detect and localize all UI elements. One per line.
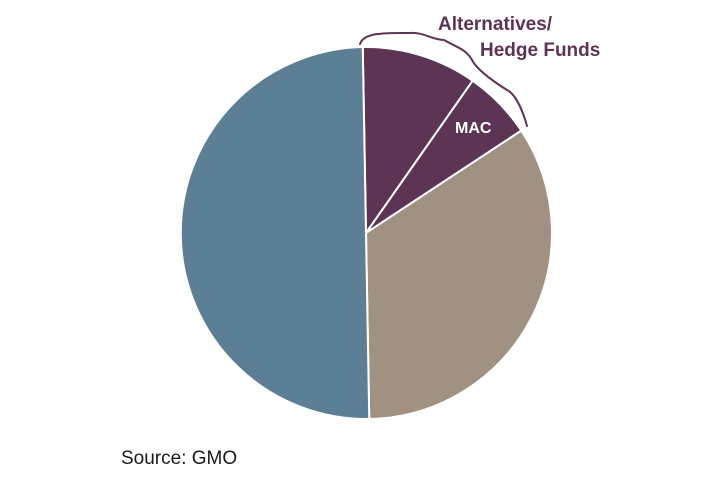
mac-slice-label: MAC (455, 120, 492, 137)
alternatives-label-line1: Alternatives/ (438, 14, 553, 35)
bracket-annotation (359, 31, 528, 127)
pie-chart: Alternatives/ Hedge Funds MAC (179, 14, 600, 420)
pie-slice-0 (361, 46, 474, 234)
pie-slice-3 (179, 46, 371, 420)
hedge-funds-label-line2: Hedge Funds (480, 40, 600, 61)
source-note: Source: GMO (121, 448, 238, 469)
pie-slice-2 (365, 129, 553, 420)
